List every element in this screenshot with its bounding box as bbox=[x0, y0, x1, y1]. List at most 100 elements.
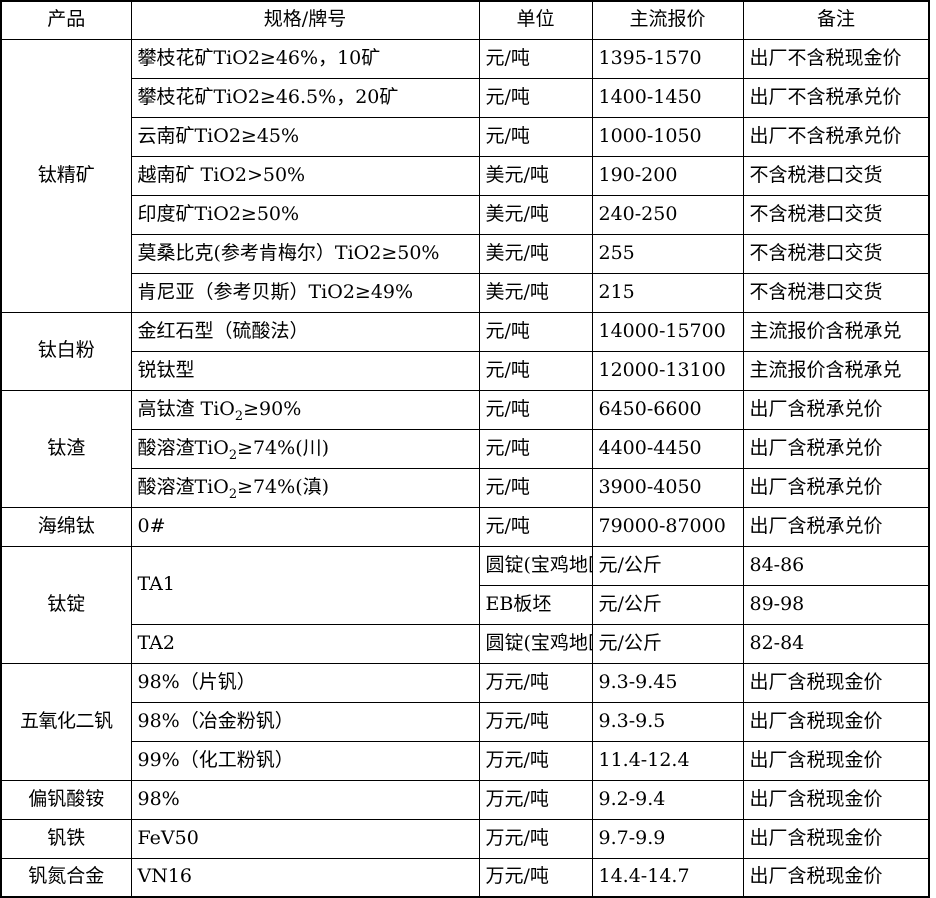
cell-price: 190-200 bbox=[591, 155, 744, 196]
cell-price: 14.4-14.7 bbox=[591, 857, 744, 898]
cell-unit: 万元/吨 bbox=[478, 740, 593, 781]
table-row: 偏钒酸铵 98% 万元/吨 9.2-9.4 出厂含税现金价 bbox=[0, 779, 930, 820]
table-row: 99%（化工粉钒） 万元/吨 11.4-12.4 出厂含税现金价 bbox=[1, 740, 930, 781]
cell-remark: 出厂含税现金价 bbox=[742, 740, 930, 781]
cell-price: 1400-1450 bbox=[591, 77, 744, 118]
cell-price: 9.3-9.45 bbox=[591, 662, 744, 703]
cell-unit: 元/吨 bbox=[478, 116, 593, 157]
cell-price: 1395-1570 bbox=[591, 38, 744, 79]
cell-spec: 锐钛型 bbox=[130, 350, 480, 391]
column-header-spec: 规格/牌号 bbox=[130, 0, 480, 40]
cell-product: 五氧化二钒 bbox=[0, 662, 132, 781]
cell-price: 89-98 bbox=[742, 584, 930, 625]
cell-price: 4400-4450 bbox=[591, 428, 744, 469]
cell-spec: 98%（冶金粉钒） bbox=[130, 701, 480, 742]
cell-price: 3900-4050 bbox=[591, 467, 744, 508]
cell-unit: 元/吨 bbox=[478, 350, 593, 391]
cell-remark: 出厂含税现金价 bbox=[742, 818, 930, 859]
cell-remark: 主流报价含税承兑 bbox=[742, 350, 930, 391]
cell-remark: 出厂含税现金价 bbox=[742, 701, 930, 742]
cell-remark: 出厂不含税承兑价 bbox=[742, 77, 930, 118]
cell-spec: 酸溶渣TiO2≥74%(滇) bbox=[130, 467, 480, 508]
table-row: 攀枝花矿TiO2≥46.5%，20矿 元/吨 1400-1450 出厂不含税承兑价 bbox=[1, 77, 930, 118]
cell-spec: 0# bbox=[130, 506, 480, 547]
table-row: 肯尼亚（参考贝斯）TiO2≥49% 美元/吨 215 不含税港口交货 bbox=[1, 272, 930, 313]
table-row: 酸溶渣TiO2≥74%(川) 元/吨 4400-4450 出厂含税承兑价 bbox=[1, 428, 930, 469]
table-row: 钛白粉 金红石型（硫酸法） 元/吨 14000-15700 主流报价含税承兑 bbox=[0, 311, 930, 391]
cell-remark: 不含税港口交货 bbox=[742, 194, 930, 235]
column-header-price: 主流报价 bbox=[591, 0, 744, 40]
cell-spec: 圆锭(宝鸡地区) bbox=[478, 623, 593, 664]
cell-spec: 攀枝花矿TiO2≥46%，10矿 bbox=[130, 38, 480, 79]
cell-unit: 万元/吨 bbox=[478, 857, 593, 898]
column-header-unit: 单位 bbox=[478, 0, 593, 40]
cell-price: 11.4-12.4 bbox=[591, 740, 744, 781]
cell-unit: 元/公斤 bbox=[591, 545, 744, 586]
table-row: 锐钛型 元/吨 12000-13100 主流报价含税承兑 bbox=[1, 350, 930, 391]
cell-price: 240-250 bbox=[591, 194, 744, 235]
header-row: 产品 规格/牌号 单位 主流报价 备注 bbox=[0, 0, 930, 40]
table-body: 钛精矿 攀枝花矿TiO2≥46%，10矿 元/吨 1395-1570 出厂不含税现金价攀… bbox=[0, 38, 930, 898]
cell-price: 9.2-9.4 bbox=[591, 779, 744, 820]
cell-product: 钛渣 bbox=[0, 389, 132, 508]
table-row: 钛渣 高钛渣 TiO2≥90% 元/吨 6450-6600 出厂含税承兑价 bbox=[0, 389, 930, 508]
table-row: 钒氮合金 VN16 万元/吨 14.4-14.7 出厂含税现金价 bbox=[0, 857, 930, 898]
cell-unit: 万元/吨 bbox=[478, 662, 593, 703]
cell-spec: 越南矿 TiO2>50% bbox=[130, 155, 480, 196]
cell-unit: 元/吨 bbox=[478, 467, 593, 508]
cell-unit: 美元/吨 bbox=[478, 233, 593, 274]
cell-spec: 酸溶渣TiO2≥74%(川) bbox=[130, 428, 480, 469]
cell-price: 9.3-9.5 bbox=[591, 701, 744, 742]
cell-unit: 万元/吨 bbox=[478, 779, 593, 820]
cell-price: 79000-87000 bbox=[591, 506, 744, 547]
cell-unit: 元/吨 bbox=[478, 311, 593, 352]
cell-remark: 不含税港口交货 bbox=[742, 155, 930, 196]
cell-spec: 印度矿TiO2≥50% bbox=[130, 194, 480, 235]
cell-spec: 攀枝花矿TiO2≥46.5%，20矿 bbox=[130, 77, 480, 118]
cell-spec: 圆锭(宝鸡地区) bbox=[478, 545, 593, 586]
cell-unit: 美元/吨 bbox=[478, 155, 593, 196]
cell-spec: 高钛渣 TiO2≥90% bbox=[130, 389, 480, 430]
table-row: 钛精矿 攀枝花矿TiO2≥46%，10矿 元/吨 1395-1570 出厂不含税现金价 bbox=[0, 38, 930, 313]
cell-grade: TA2 bbox=[130, 623, 480, 664]
cell-product: 海绵钛 bbox=[0, 506, 132, 547]
cell-unit: 美元/吨 bbox=[478, 194, 593, 235]
cell-unit: 元/公斤 bbox=[591, 584, 744, 625]
cell-remark: 不含税港口交货 bbox=[742, 233, 930, 274]
cell-spec: 肯尼亚（参考贝斯）TiO2≥49% bbox=[130, 272, 480, 313]
table-header: 产品 规格/牌号 单位 主流报价 备注 bbox=[0, 0, 930, 40]
table-row: 莫桑比克(参考肯梅尔）TiO2≥50% 美元/吨 255 不含税港口交货 bbox=[1, 233, 930, 274]
cell-price: 84-86 bbox=[742, 545, 930, 586]
table-row: 越南矿 TiO2>50% 美元/吨 190-200 不含税港口交货 bbox=[1, 155, 930, 196]
cell-price: 12000-13100 bbox=[591, 350, 744, 391]
cell-remark: 出厂含税承兑价 bbox=[742, 389, 930, 430]
cell-price: 14000-15700 bbox=[591, 311, 744, 352]
cell-spec: 云南矿TiO2≥45% bbox=[130, 116, 480, 157]
cell-unit: 元/吨 bbox=[478, 428, 593, 469]
cell-unit: 元/公斤 bbox=[591, 623, 744, 664]
cell-spec: VN16 bbox=[130, 857, 480, 898]
table-row: 印度矿TiO2≥50% 美元/吨 240-250 不含税港口交货 bbox=[1, 194, 930, 235]
cell-product: 钒氮合金 bbox=[0, 857, 132, 898]
cell-spec: FeV50 bbox=[130, 818, 480, 859]
cell-product: 偏钒酸铵 bbox=[0, 779, 132, 820]
cell-unit: 美元/吨 bbox=[478, 272, 593, 313]
cell-remark: 出厂含税现金价 bbox=[742, 662, 930, 703]
cell-unit: 万元/吨 bbox=[478, 701, 593, 742]
cell-unit: 万元/吨 bbox=[478, 818, 593, 859]
cell-price: 255 bbox=[591, 233, 744, 274]
cell-price: 82-84 bbox=[742, 623, 930, 664]
cell-spec: 99%（化工粉钒） bbox=[130, 740, 480, 781]
table-row: 五氧化二钒 98%（片钒） 万元/吨 9.3-9.45 出厂含税现金价 bbox=[0, 662, 930, 781]
cell-spec: 莫桑比克(参考肯梅尔）TiO2≥50% bbox=[130, 233, 480, 274]
cell-remark: 主流报价含税承兑 bbox=[742, 311, 930, 352]
table-row: 钒铁 FeV50 万元/吨 9.7-9.9 出厂含税现金价 bbox=[0, 818, 930, 859]
cell-remark: 不含税港口交货 bbox=[742, 272, 930, 313]
cell-remark: 出厂不含税现金价 bbox=[742, 38, 930, 79]
cell-unit: 元/吨 bbox=[478, 389, 593, 430]
cell-spec: 金红石型（硫酸法） bbox=[130, 311, 480, 352]
